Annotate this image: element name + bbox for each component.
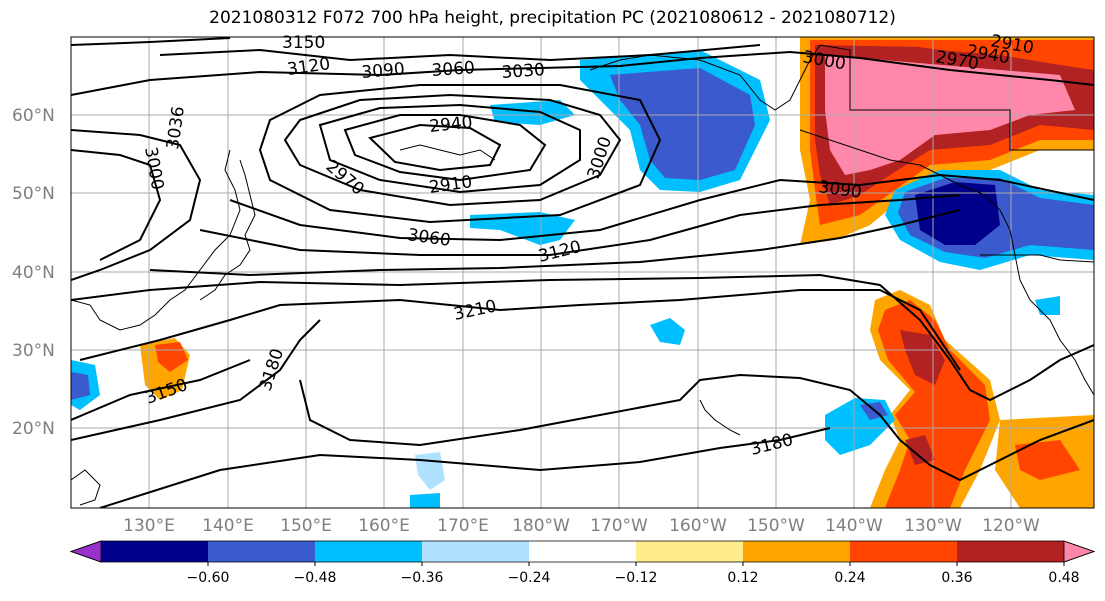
latitude-labels: 60°N 50°N 40°N 30°N 20°N (12, 106, 55, 439)
map-title: 2021080312 F072 700 hPa height, precipit… (209, 8, 896, 28)
colorbar-tick-label: 0.24 (834, 570, 865, 586)
colorbar-frame (69, 540, 1096, 563)
colorbar-extend-high (1063, 540, 1096, 563)
lat-label: 20°N (12, 419, 55, 439)
lon-label: 170°W (590, 516, 648, 536)
colorbar-tick-label: −0.24 (508, 570, 551, 586)
graticule (71, 37, 1094, 508)
colorbar-extend-low (69, 540, 102, 563)
coastlines (71, 44, 1094, 506)
colorbar-segment (208, 541, 315, 562)
colorbar-tick-label: 0.48 (1048, 570, 1079, 586)
lon-label: 130°W (904, 516, 962, 536)
colorbar-segment (422, 541, 529, 562)
longitude-labels: 130°E 140°E 150°E 160°E 170°E 180°W 170°… (123, 516, 1040, 536)
colorbar-tick-label: 0.36 (941, 570, 972, 586)
colorbar-segment (850, 541, 957, 562)
contour-label: 3060 (431, 58, 476, 81)
lon-label: 140°E (202, 516, 254, 536)
colorbar-tick-label: −0.60 (187, 570, 230, 586)
map-area (71, 37, 1094, 508)
lon-label: 130°E (123, 516, 175, 536)
lon-label: 160°W (669, 516, 727, 536)
colorbar-segment (636, 541, 743, 562)
colorbar-tick-label: −0.12 (615, 570, 658, 586)
lon-label: 150°W (747, 516, 805, 536)
lat-label: 40°N (12, 263, 55, 283)
colorbar-ticks: −0.60 −0.48 −0.36 −0.24 −0.12 0.12 0.24 0.36 0.4… (187, 562, 1080, 586)
colorbar (69, 540, 1096, 563)
colorbar-segment (957, 541, 1064, 562)
lon-label: 170°E (437, 516, 489, 536)
colorbar-segment (743, 541, 850, 562)
colorbar-segment (315, 541, 422, 562)
colorbar-tick-label: −0.36 (401, 570, 444, 586)
colorbar-segment (101, 541, 208, 562)
contour-label: 3090 (361, 59, 406, 83)
lon-label: 140°W (825, 516, 883, 536)
map-frame (70, 36, 1095, 509)
lon-label: 160°E (358, 516, 410, 536)
contour-label: 2940 (428, 113, 473, 137)
contour-label: 3150 (282, 33, 325, 53)
contour-label: 3030 (501, 60, 546, 83)
lon-label: 180°W (512, 516, 570, 536)
lat-label: 60°N (12, 106, 55, 126)
height-contours (71, 37, 1094, 508)
lon-label: 120°W (982, 516, 1040, 536)
colorbar-tick-label: 0.12 (727, 570, 758, 586)
colorbar-segment (529, 541, 636, 562)
lat-label: 30°N (12, 341, 55, 361)
precip-shading (71, 37, 1094, 508)
lon-label: 150°E (280, 516, 332, 536)
lat-label: 50°N (12, 184, 55, 204)
colorbar-tick-label: −0.48 (294, 570, 337, 586)
